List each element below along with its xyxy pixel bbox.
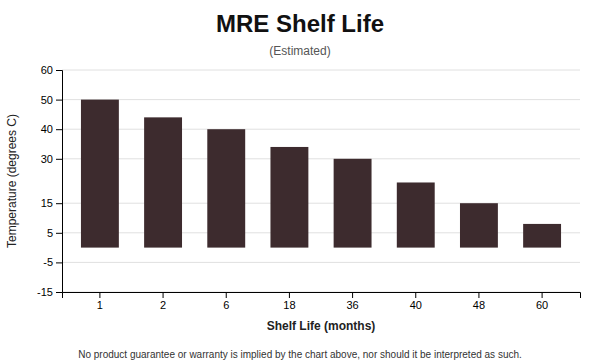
- bar: [207, 129, 245, 247]
- grid-line: [62, 129, 580, 130]
- tick-label: -15: [37, 286, 53, 298]
- tick-mark: [99, 292, 100, 298]
- tick-label: 60: [536, 299, 548, 311]
- axis-line: [56, 71, 63, 293]
- tick: 60: [536, 292, 548, 311]
- tick-mark: [56, 292, 62, 293]
- plot-area: 1 2 6 18 36 40 48 60 -15 -5 5 15 30 40 50 60 Shelf Life …: [5, 64, 581, 333]
- tick-mark: [415, 292, 416, 298]
- footnote: No product guarantee or warranty is impl…: [78, 349, 522, 360]
- tick-label: -5: [43, 256, 53, 268]
- tick-mark: [56, 159, 62, 160]
- tick: -5: [43, 256, 62, 268]
- tick-label: 60: [41, 64, 53, 76]
- x-axis-title: Shelf Life (months): [267, 319, 376, 333]
- tick: 18: [283, 292, 295, 311]
- tick-label: 15: [41, 197, 53, 209]
- subtitle: (Estimated): [269, 44, 330, 58]
- grid: [62, 70, 580, 292]
- tick-mark: [56, 233, 62, 234]
- tick: 5: [47, 227, 62, 239]
- tick-label: 40: [41, 123, 53, 135]
- title: MRE Shelf Life: [216, 10, 384, 37]
- tick-label: 30: [41, 153, 53, 165]
- tick: 15: [41, 197, 62, 209]
- axis-line: [63, 293, 581, 299]
- tick-label: 1: [97, 299, 103, 311]
- tick-mark: [56, 100, 62, 101]
- bar: [460, 203, 498, 247]
- grid-line: [62, 99, 580, 100]
- grid-line: [62, 70, 580, 71]
- tick-label: 6: [223, 299, 229, 311]
- tick-mark: [352, 292, 353, 298]
- tick: 6: [223, 292, 229, 311]
- tick: 40: [410, 292, 422, 311]
- grid-line: [62, 203, 580, 204]
- tick: 2: [160, 292, 166, 311]
- grid-line: [62, 232, 580, 233]
- tick-mark: [56, 129, 62, 130]
- grid-line: [62, 262, 580, 263]
- bar: [523, 224, 561, 248]
- tick-label: 5: [47, 227, 53, 239]
- tick-mark: [56, 203, 62, 204]
- tick-mark: [542, 292, 543, 298]
- tick-mark: [163, 292, 164, 298]
- tick-label: 2: [160, 299, 166, 311]
- tick: 50: [41, 94, 62, 106]
- tick: 30: [41, 153, 62, 165]
- grid-line: [62, 158, 580, 159]
- bar: [270, 147, 308, 248]
- tick-label: 50: [41, 94, 53, 106]
- tick-mark: [56, 262, 62, 263]
- tick-mark: [289, 292, 290, 298]
- bar: [334, 159, 372, 248]
- tick-mark: [478, 292, 479, 298]
- tick-mark: [226, 292, 227, 298]
- tick: 36: [346, 292, 358, 311]
- tick: -15: [37, 286, 62, 298]
- tick-label: 40: [410, 299, 422, 311]
- tick: 60: [41, 64, 62, 76]
- tick: 1: [97, 292, 103, 311]
- y-axis: -15 -5 5 15 30 40 50 60: [37, 64, 62, 298]
- bars: [81, 100, 561, 248]
- y-axis-title: Temperature (degrees C): [5, 114, 19, 248]
- bar: [144, 117, 182, 247]
- chart: MRE Shelf Life(Estimated)1261836404860-1…: [0, 0, 600, 364]
- bar: [397, 182, 435, 247]
- bar: [81, 100, 119, 248]
- tick-label: 36: [346, 299, 358, 311]
- tick: 40: [41, 123, 62, 135]
- tick: 48: [473, 292, 485, 311]
- tick-mark: [56, 70, 62, 71]
- tick-label: 18: [283, 299, 295, 311]
- x-axis: 1 2 6 18 36 40 48 60: [63, 292, 581, 311]
- tick-label: 48: [473, 299, 485, 311]
